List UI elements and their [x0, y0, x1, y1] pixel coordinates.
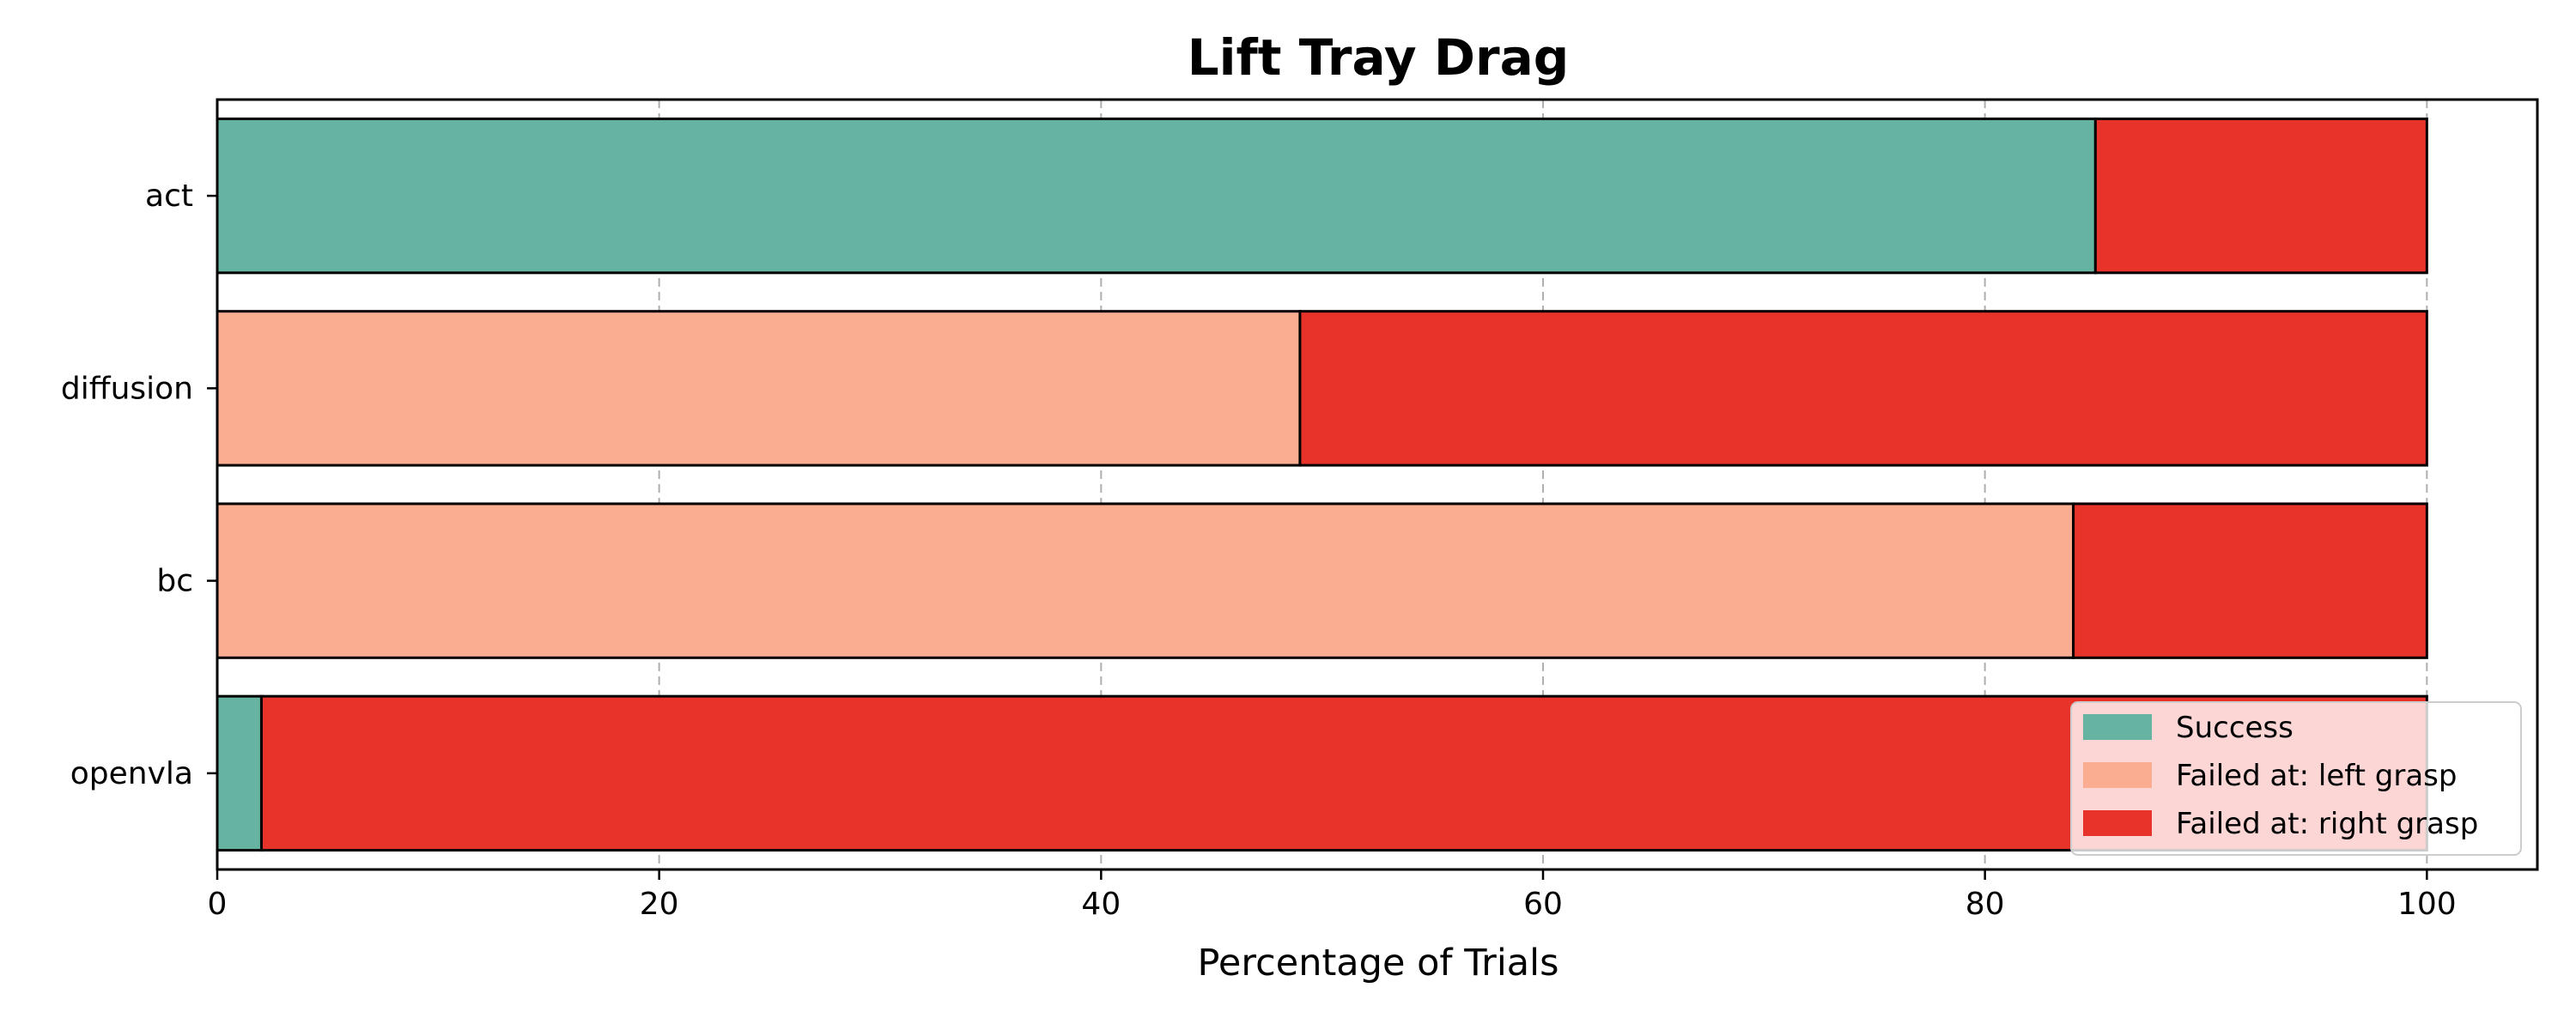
- plot-frame: [216, 98, 2539, 871]
- x-axis-label: Percentage of Trials: [1198, 942, 1559, 985]
- x-tick-label-5: 100: [2397, 887, 2457, 922]
- y-ticks: act diffusion bc openvla: [61, 179, 217, 791]
- bar-act-series-2: [2093, 117, 2428, 275]
- x-tick-label-4: 80: [1965, 887, 2005, 922]
- bar-act-series-0: [216, 117, 2097, 275]
- legend-label-2: Failed at: right grasp: [2176, 807, 2478, 841]
- legend-swatch-1: [2083, 762, 2152, 788]
- bar-diffusion-series-1: [216, 310, 1302, 467]
- bar-bc-series-2: [2072, 502, 2428, 659]
- chart-title: Lift Tray Drag: [1188, 28, 1570, 87]
- x-tick-label-3: 60: [1523, 887, 1563, 922]
- bar-openvla-series-2: [259, 694, 2428, 852]
- bar-bc-series-1: [216, 502, 2075, 659]
- bar-openvla-series-0: [216, 694, 263, 852]
- legend-label-1: Failed at: left grasp: [2176, 759, 2457, 793]
- x-ticks: 0 20 40 60 80 100: [208, 869, 2457, 922]
- legend: Success Failed at: left grasp Failed at: r…: [2070, 701, 2522, 856]
- legend-swatch-2: [2083, 810, 2152, 836]
- legend-label-0: Success: [2176, 711, 2293, 745]
- bars: [216, 117, 2428, 852]
- legend-box: [2070, 701, 2522, 856]
- x-tick-label-0: 0: [208, 887, 228, 922]
- y-tick-label-1: diffusion: [61, 371, 193, 406]
- y-tick-label-3: openvla: [70, 756, 193, 791]
- bar-diffusion-series-2: [1298, 310, 2428, 467]
- y-tick-label-2: bc: [156, 564, 193, 599]
- legend-swatch-0: [2083, 714, 2152, 740]
- x-tick-label-1: 20: [640, 887, 679, 922]
- x-tick-label-2: 40: [1081, 887, 1121, 922]
- y-tick-label-0: act: [145, 179, 193, 214]
